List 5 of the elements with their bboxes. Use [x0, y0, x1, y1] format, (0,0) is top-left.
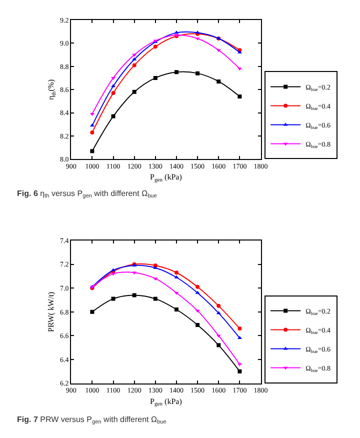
- caption: Fig. 6 η$_{th}$ versus P$_{gen}$ with different Ω$_{bue}$: [17, 189, 157, 200]
- y-axis-title: PRW( kW/t): [46, 291, 56, 332]
- caption: Fig. 7 PRW versus P$_{gen}$ with different Ω$_{bue}$: [17, 415, 166, 426]
- x-axis-title: P$_{gen}$ (kPa): [150, 172, 182, 184]
- x-axis-title: P$_{gen}$ (kPa): [150, 396, 182, 408]
